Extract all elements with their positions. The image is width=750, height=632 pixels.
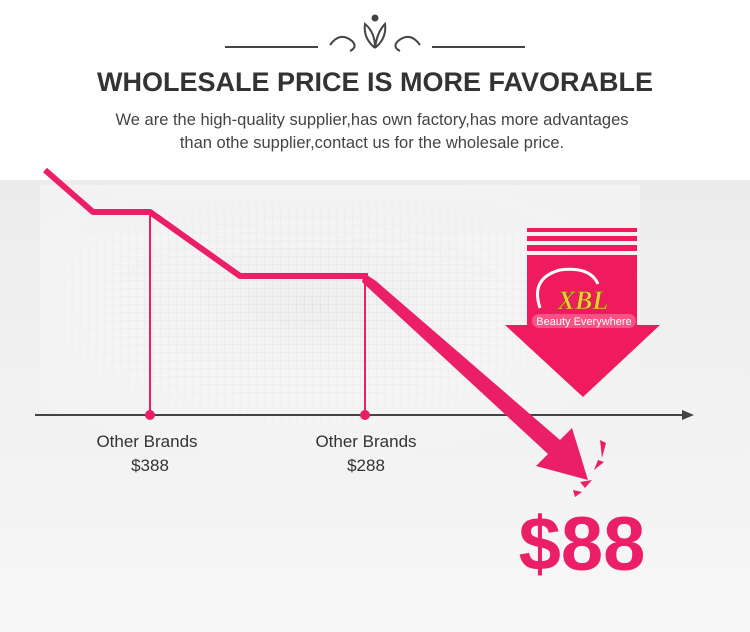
logo-name: XBL — [557, 286, 609, 315]
ornament — [225, 14, 525, 52]
point-label: Other Brands — [315, 432, 416, 451]
marker — [145, 410, 155, 420]
sparks — [573, 440, 606, 497]
price-line — [43, 167, 368, 279]
point-price: $288 — [347, 456, 385, 475]
final-price: $88 — [519, 502, 646, 587]
point-price: $388 — [131, 456, 169, 475]
logo-tagline: Beauty Everywhere — [536, 316, 631, 328]
subtitle: We are the high-quality supplier,has own… — [115, 111, 628, 129]
drop-lines — [149, 212, 366, 415]
logo: XBL Beauty Everywhere — [532, 267, 636, 328]
title: WHOLESALE PRICE IS MORE FAVORABLE — [97, 67, 653, 97]
point-label: Other Brands — [96, 432, 197, 451]
subtitle: than othe supplier,contact us for the wh… — [180, 134, 564, 152]
marker — [360, 410, 370, 420]
down-arrow — [505, 228, 660, 397]
price-arrow — [362, 273, 588, 480]
